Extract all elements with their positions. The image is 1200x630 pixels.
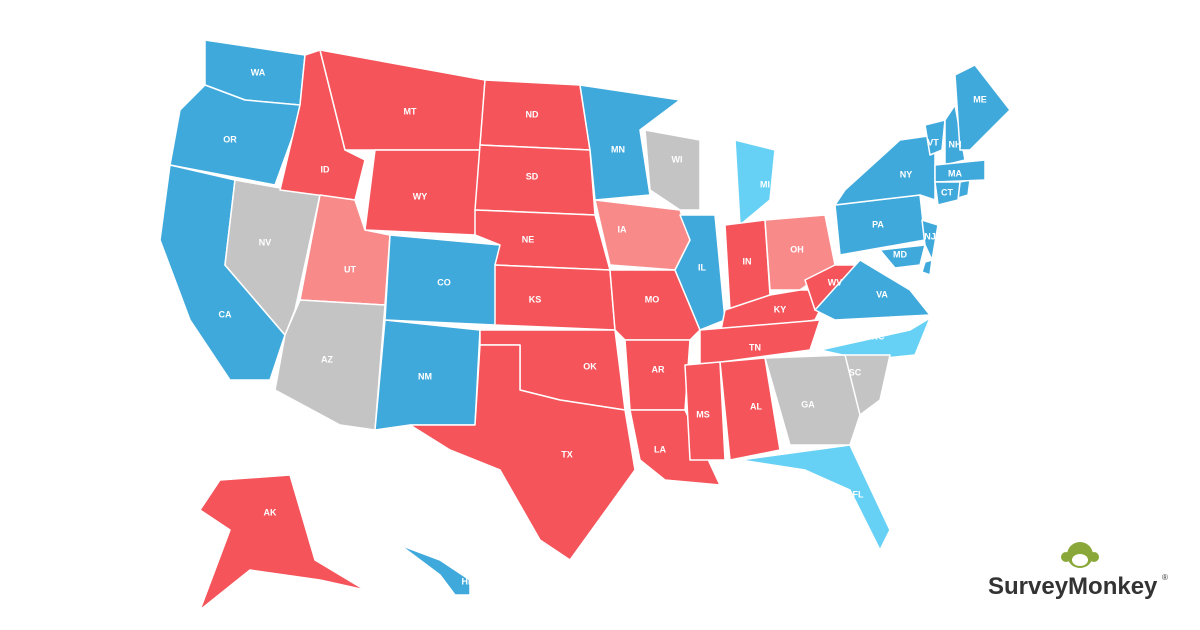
logo-trademark: ®	[1162, 573, 1168, 582]
state-label: OH	[790, 244, 804, 254]
state-label: VA	[876, 289, 888, 299]
state-label: IL	[698, 262, 707, 272]
state	[739, 444, 891, 551]
state	[921, 219, 939, 261]
state-label: MI	[760, 179, 770, 189]
state-label: NY	[900, 169, 913, 179]
state	[934, 159, 986, 183]
state-label: OR	[223, 134, 237, 144]
state-label: VT	[927, 137, 939, 147]
state	[169, 84, 301, 186]
state	[879, 244, 926, 269]
state-label: WI	[672, 154, 683, 164]
state-label: SC	[849, 367, 862, 377]
state	[319, 49, 486, 151]
state	[644, 129, 701, 211]
logo-text: SurveyMonkey	[988, 573, 1158, 600]
state-label: WV	[828, 277, 843, 287]
state	[279, 49, 366, 201]
state	[719, 357, 781, 461]
state-label: CA	[219, 309, 232, 319]
logo-ear	[1061, 552, 1071, 562]
state-label: NH	[949, 139, 962, 149]
state-label: AK	[264, 507, 277, 517]
state	[814, 259, 931, 321]
state	[399, 544, 471, 596]
state-label: CO	[437, 277, 451, 287]
state	[494, 264, 616, 331]
logo: SurveyMonkey ®	[988, 542, 1168, 600]
state	[274, 299, 386, 431]
state	[764, 354, 861, 446]
state	[579, 84, 681, 201]
logo-face	[1072, 554, 1088, 566]
state-de	[921, 259, 933, 276]
state-label: FL	[853, 489, 864, 499]
state-label: PA	[872, 219, 884, 229]
state-label: ME	[973, 94, 987, 104]
state-label: OK	[583, 361, 597, 371]
state-label: NV	[259, 237, 272, 247]
state	[474, 209, 611, 271]
state	[684, 361, 726, 461]
state	[409, 344, 636, 561]
state-label: AL	[750, 401, 762, 411]
state-label: KS	[529, 294, 542, 304]
state	[594, 199, 691, 271]
state-label: NJ	[924, 231, 936, 241]
state-label: MD	[893, 249, 907, 259]
state-label: NE	[522, 234, 535, 244]
state-label: AZ	[321, 354, 333, 364]
logo-ear	[1089, 552, 1099, 562]
state	[629, 409, 721, 486]
state-label: MA	[948, 168, 962, 178]
state-label: LA	[654, 444, 666, 454]
state-label: UT	[344, 264, 356, 274]
state-label: KY	[774, 304, 787, 314]
state-label: NC	[872, 331, 885, 341]
state	[199, 474, 366, 611]
state	[734, 139, 776, 226]
state	[699, 319, 821, 366]
state-label: CT	[941, 187, 953, 197]
state	[624, 339, 691, 411]
state	[934, 181, 961, 206]
state	[954, 64, 1011, 151]
state-label: TN	[749, 342, 761, 352]
state-label: MT	[404, 106, 417, 116]
state-label: ID	[321, 164, 331, 174]
state	[834, 134, 936, 206]
state-label: GA	[801, 399, 815, 409]
state-label: AR	[652, 364, 665, 374]
state-label: ND	[526, 109, 539, 119]
state-label: WA	[251, 67, 266, 77]
state-label: IN	[743, 256, 752, 266]
state-label: WY	[413, 191, 428, 201]
state-label: HI	[462, 576, 471, 586]
state	[924, 119, 946, 156]
state-label: SD	[526, 171, 539, 181]
state-label: MS	[696, 409, 710, 419]
state-label: TX	[561, 449, 573, 459]
state-label: MO	[645, 294, 660, 304]
state-label: IA	[618, 224, 628, 234]
states: WA OR CA NV ID MT WY UT CO AZ NM ND SD NE KS OK TX MN IA MO…	[159, 39, 1011, 611]
state-label: MN	[611, 144, 625, 154]
state-label: NM	[418, 371, 432, 381]
